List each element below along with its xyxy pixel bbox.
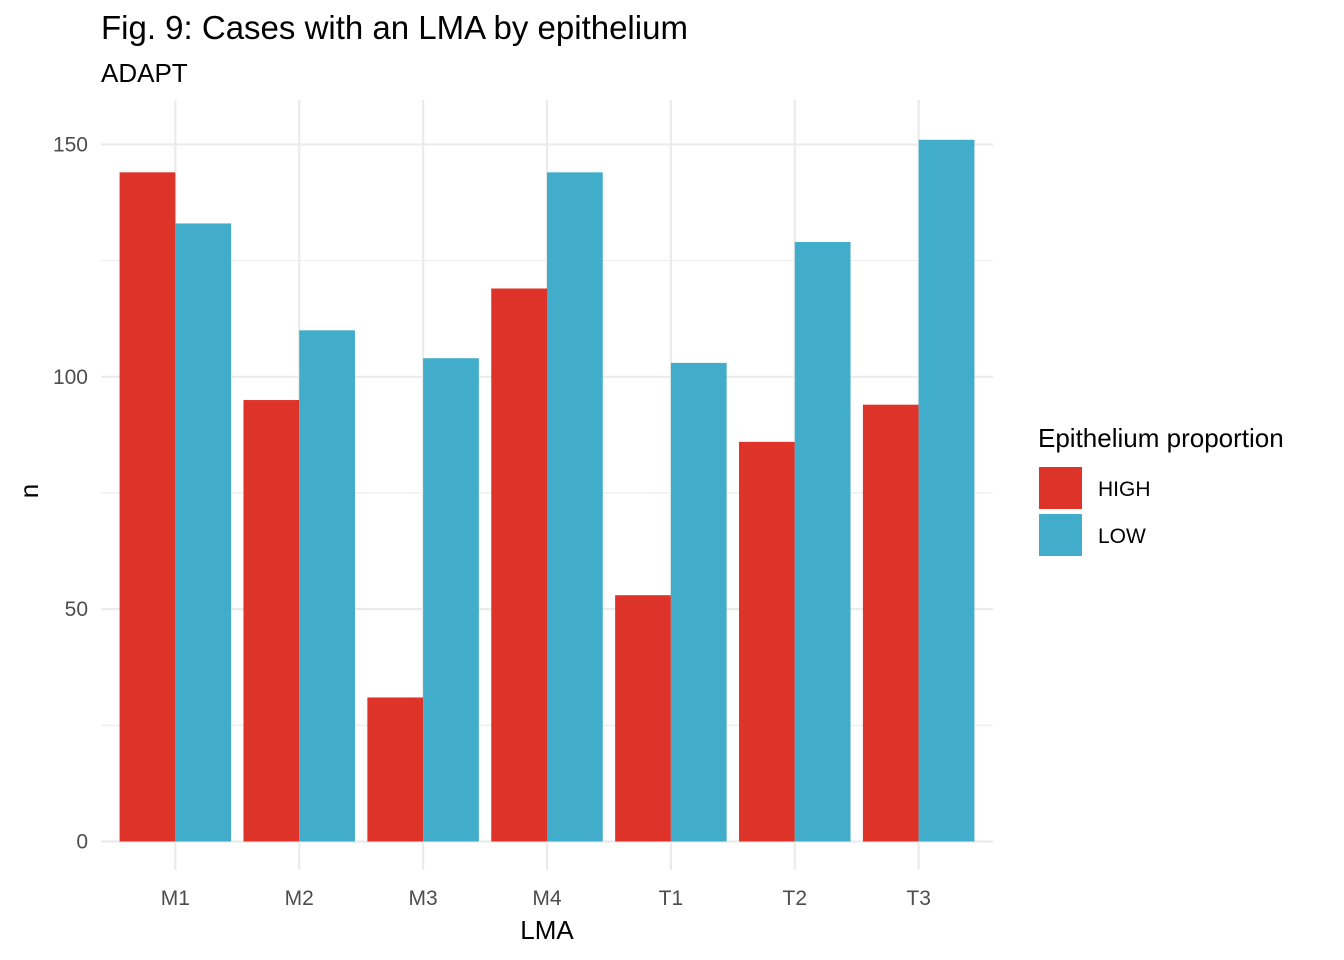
bar-high-m3 xyxy=(367,697,424,842)
x-tick-label: T1 xyxy=(659,887,684,910)
bar-low-m1 xyxy=(175,223,232,842)
y-axis-ticks: 0 50 100 150 xyxy=(53,133,88,853)
legend-swatch-high xyxy=(1039,467,1082,509)
bar-high-t1 xyxy=(615,595,671,842)
x-axis-title: LMA xyxy=(520,915,574,945)
bar-low-m3 xyxy=(423,358,479,842)
x-tick-label: T2 xyxy=(783,887,808,910)
bar-low-m4 xyxy=(547,172,603,842)
bar-high-t2 xyxy=(739,441,795,842)
bar-low-t3 xyxy=(918,139,975,842)
legend-title: Epithelium proportion xyxy=(1038,423,1284,453)
y-tick-label: 150 xyxy=(53,133,88,156)
y-tick-label: 0 xyxy=(76,831,88,854)
legend: Epithelium proportion HIGH LOW xyxy=(1038,423,1284,556)
bar-low-t2 xyxy=(794,242,851,842)
legend-label-low: LOW xyxy=(1098,525,1146,548)
x-tick-label: T3 xyxy=(906,887,931,910)
x-tick-label: M2 xyxy=(285,887,314,910)
bars xyxy=(119,139,975,842)
bar-high-m2 xyxy=(243,400,300,842)
y-axis-title: n xyxy=(14,484,44,498)
legend-label-high: HIGH xyxy=(1098,478,1151,501)
bar-high-m1 xyxy=(119,172,176,842)
bar-high-m4 xyxy=(491,288,547,842)
chart-subtitle: ADAPT xyxy=(101,58,188,88)
bar-high-t3 xyxy=(862,404,919,842)
x-tick-label: M3 xyxy=(409,887,438,910)
chart-title: Fig. 9: Cases with an LMA by epithelium xyxy=(101,9,688,46)
bar-low-t1 xyxy=(670,362,727,842)
x-tick-label: M1 xyxy=(161,887,190,910)
x-tick-label: M4 xyxy=(532,887,561,910)
legend-swatch-low xyxy=(1039,514,1082,556)
x-axis-ticks: M1 M2 M3 M4 T1 T2 T3 xyxy=(161,887,931,910)
bar-low-m2 xyxy=(299,330,355,842)
y-tick-label: 100 xyxy=(53,366,88,389)
y-tick-label: 50 xyxy=(65,598,88,621)
